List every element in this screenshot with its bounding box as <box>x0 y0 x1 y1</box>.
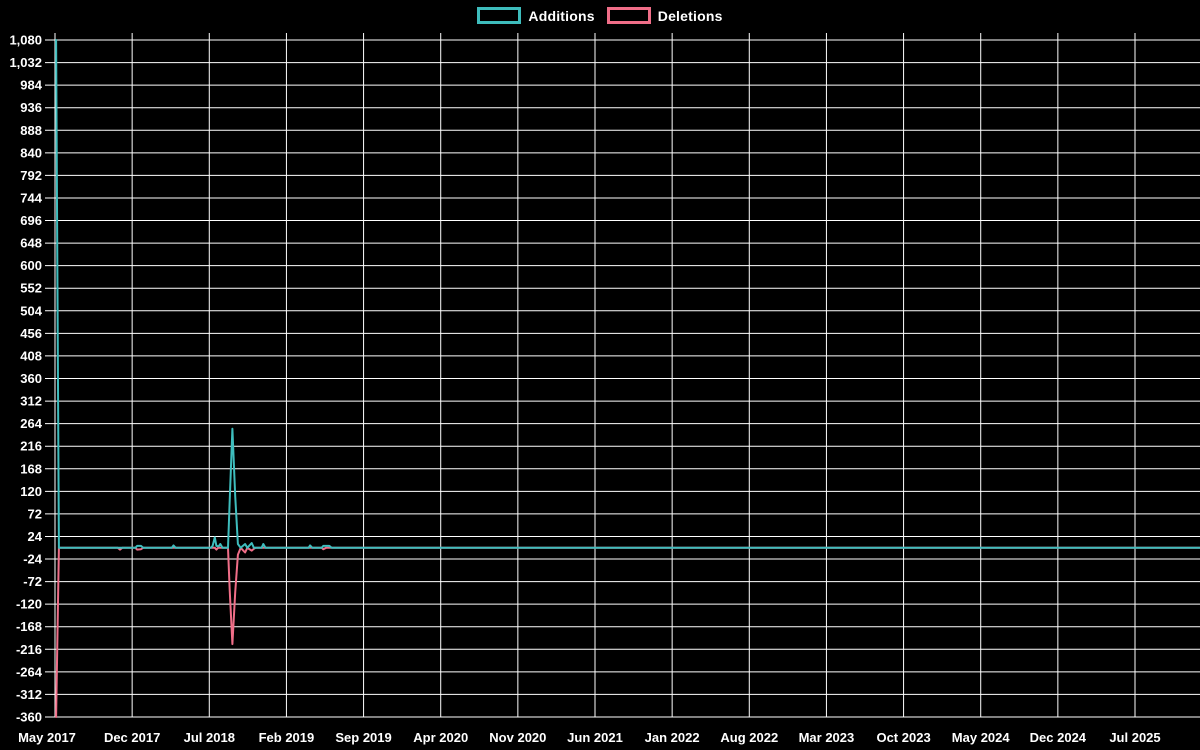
legend-item-additions[interactable]: Additions <box>477 7 595 24</box>
y-axis-tick-label: 24 <box>28 529 43 544</box>
x-axis-tick-label: Jul 2018 <box>184 730 235 745</box>
chart-legend: Additions Deletions <box>0 7 1200 24</box>
x-axis-tick-label: Jan 2022 <box>645 730 700 745</box>
x-axis-tick-label: Jun 2021 <box>567 730 623 745</box>
y-axis-tick-label: -24 <box>23 552 43 567</box>
y-axis-tick-label: 504 <box>20 303 42 318</box>
legend-label-deletions: Deletions <box>657 7 723 24</box>
additions-swatch-icon <box>477 7 522 24</box>
y-axis-tick-label: -216 <box>16 642 42 657</box>
x-axis-tick-label: Aug 2022 <box>720 730 778 745</box>
x-axis-tick-label: Apr 2020 <box>413 730 468 745</box>
y-axis-tick-label: 600 <box>20 258 42 273</box>
series-line-deletions <box>55 546 1200 718</box>
x-axis-tick-label: Jul 2025 <box>1109 730 1160 745</box>
x-axis-tick-label: Sep 2019 <box>335 730 391 745</box>
y-axis-tick-label: 120 <box>20 484 42 499</box>
x-axis-tick-label: May 2024 <box>952 730 1011 745</box>
y-axis-tick-label: 408 <box>20 348 42 363</box>
y-axis-tick-label: 552 <box>20 281 42 296</box>
x-axis-tick-label: Dec 2017 <box>104 730 160 745</box>
y-axis-tick-label: -360 <box>16 710 42 725</box>
x-axis-tick-label: Oct 2023 <box>876 730 930 745</box>
y-axis-tick-label: -120 <box>16 597 42 612</box>
y-axis-tick-label: -72 <box>23 574 42 589</box>
x-axis-tick-label: Mar 2023 <box>799 730 855 745</box>
series-line-additions <box>55 39 1200 549</box>
y-axis-tick-label: -312 <box>16 687 42 702</box>
x-axis-tick-label: Feb 2019 <box>259 730 315 745</box>
y-axis-tick-label: 936 <box>20 100 42 115</box>
x-axis-tick-label: Dec 2024 <box>1030 730 1087 745</box>
y-axis-tick-label: 456 <box>20 326 42 341</box>
y-axis-tick-label: 984 <box>20 78 42 93</box>
y-axis-tick-label: 744 <box>20 190 42 205</box>
y-axis-tick-label: 888 <box>20 123 42 138</box>
y-axis-tick-label: 1,080 <box>9 33 42 48</box>
y-axis-tick-label: 216 <box>20 439 42 454</box>
y-axis-tick-label: 312 <box>20 394 42 409</box>
y-axis-tick-label: 696 <box>20 213 42 228</box>
y-axis-tick-label: 168 <box>20 461 42 476</box>
y-axis-tick-label: 72 <box>28 506 42 521</box>
y-axis-tick-label: 792 <box>20 168 42 183</box>
y-axis-tick-label: 264 <box>20 416 42 431</box>
legend-label-additions: Additions <box>528 7 595 24</box>
x-axis-tick-label: Nov 2020 <box>489 730 546 745</box>
y-axis-tick-label: -168 <box>16 619 42 634</box>
y-axis-tick-label: -264 <box>16 664 43 679</box>
y-axis-tick-label: 360 <box>20 371 42 386</box>
y-axis-tick-label: 648 <box>20 236 42 251</box>
y-axis-tick-label: 1,032 <box>9 55 42 70</box>
deletions-swatch-icon <box>606 7 651 24</box>
x-axis-tick-label: May 2017 <box>18 730 76 745</box>
y-axis-tick-label: 840 <box>20 145 42 160</box>
legend-item-deletions[interactable]: Deletions <box>606 7 723 24</box>
